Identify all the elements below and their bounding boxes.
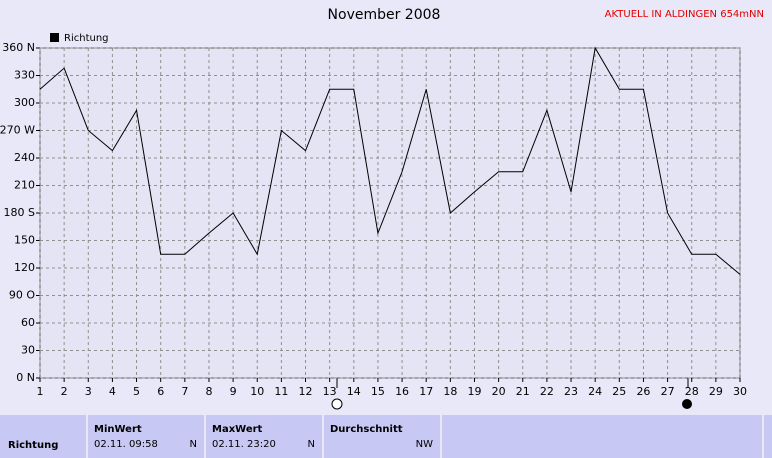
x-tick-label: 7 bbox=[181, 385, 188, 398]
value: NW bbox=[416, 439, 433, 450]
column-header: Durchschnitt bbox=[330, 424, 403, 435]
cell bbox=[764, 415, 772, 458]
x-tick-label: 3 bbox=[85, 385, 92, 398]
x-tick-label: 2 bbox=[61, 385, 68, 398]
legend-label: Richtung bbox=[64, 33, 109, 44]
cell bbox=[324, 415, 440, 458]
x-tick-label: 19 bbox=[467, 385, 481, 398]
y-tick-label: 90 O bbox=[9, 289, 35, 302]
x-tick-label: 13 bbox=[323, 385, 337, 398]
value: N bbox=[190, 439, 197, 450]
time: 02.11. 09:58 bbox=[94, 439, 158, 450]
x-tick-label: 14 bbox=[347, 385, 361, 398]
legend-swatch bbox=[50, 33, 59, 42]
y-tick-label: 120 bbox=[14, 261, 35, 274]
annotation: AKTUELL IN ALDINGEN 654mNN bbox=[605, 9, 764, 20]
cell bbox=[0, 415, 86, 458]
y-tick-label: 210 bbox=[14, 179, 35, 192]
x-tick-label: 22 bbox=[540, 385, 554, 398]
x-tick-label: 15 bbox=[371, 385, 385, 398]
x-tick-label: 21 bbox=[516, 385, 530, 398]
y-tick-label: 240 bbox=[14, 151, 35, 164]
y-tick-label: 60 bbox=[21, 316, 35, 329]
cell bbox=[88, 415, 204, 458]
x-tick-label: 6 bbox=[157, 385, 164, 398]
y-tick-label: 270 W bbox=[0, 124, 35, 137]
x-tick-label: 18 bbox=[443, 385, 457, 398]
x-tick-label: 17 bbox=[419, 385, 433, 398]
y-tick-label: 0 N bbox=[16, 371, 35, 384]
cell bbox=[206, 415, 322, 458]
cell bbox=[442, 415, 762, 458]
x-tick-label: 1 bbox=[37, 385, 44, 398]
y-tick-label: 360 N bbox=[2, 41, 35, 54]
x-tick-label: 23 bbox=[564, 385, 578, 398]
y-tick-label: 180 S bbox=[4, 206, 35, 219]
column-header: MinWert bbox=[94, 424, 142, 435]
x-tick-label: 25 bbox=[612, 385, 626, 398]
chart-title: November 2008 bbox=[328, 7, 441, 23]
marks bbox=[39, 46, 741, 275]
x-tick-label: 10 bbox=[250, 385, 264, 398]
time: 02.11. 23:20 bbox=[212, 439, 276, 450]
moon-icon bbox=[682, 399, 692, 409]
y-tick-label: 150 bbox=[14, 234, 35, 247]
x-tick-label: 30 bbox=[733, 385, 747, 398]
x-tick-label: 11 bbox=[274, 385, 288, 398]
x-tick-label: 20 bbox=[492, 385, 506, 398]
summary-table: Richtung MinWert 02.11. 09:58 N MaxWert … bbox=[0, 415, 772, 458]
x-tick-label: 26 bbox=[636, 385, 650, 398]
row-label: Richtung bbox=[8, 440, 58, 451]
x-tick-label: 9 bbox=[230, 385, 237, 398]
y-tick-label: 300 bbox=[14, 96, 35, 109]
x-tick-label: 28 bbox=[685, 385, 699, 398]
x-tick-label: 12 bbox=[299, 385, 313, 398]
x-tick-label: 29 bbox=[709, 385, 723, 398]
x-tick-label: 24 bbox=[588, 385, 602, 398]
moon-icon bbox=[331, 398, 343, 410]
y-tick-label: 30 bbox=[21, 344, 35, 357]
y-tick-label: 330 bbox=[14, 69, 35, 82]
line bbox=[39, 46, 741, 275]
x-tick-label: 16 bbox=[395, 385, 409, 398]
x-tick-label: 5 bbox=[133, 385, 140, 398]
value: N bbox=[308, 439, 315, 450]
x-tick-label: 27 bbox=[661, 385, 675, 398]
x-tick-label: 4 bbox=[109, 385, 116, 398]
x-tick-label: 8 bbox=[205, 385, 212, 398]
column-header: MaxWert bbox=[212, 424, 263, 435]
